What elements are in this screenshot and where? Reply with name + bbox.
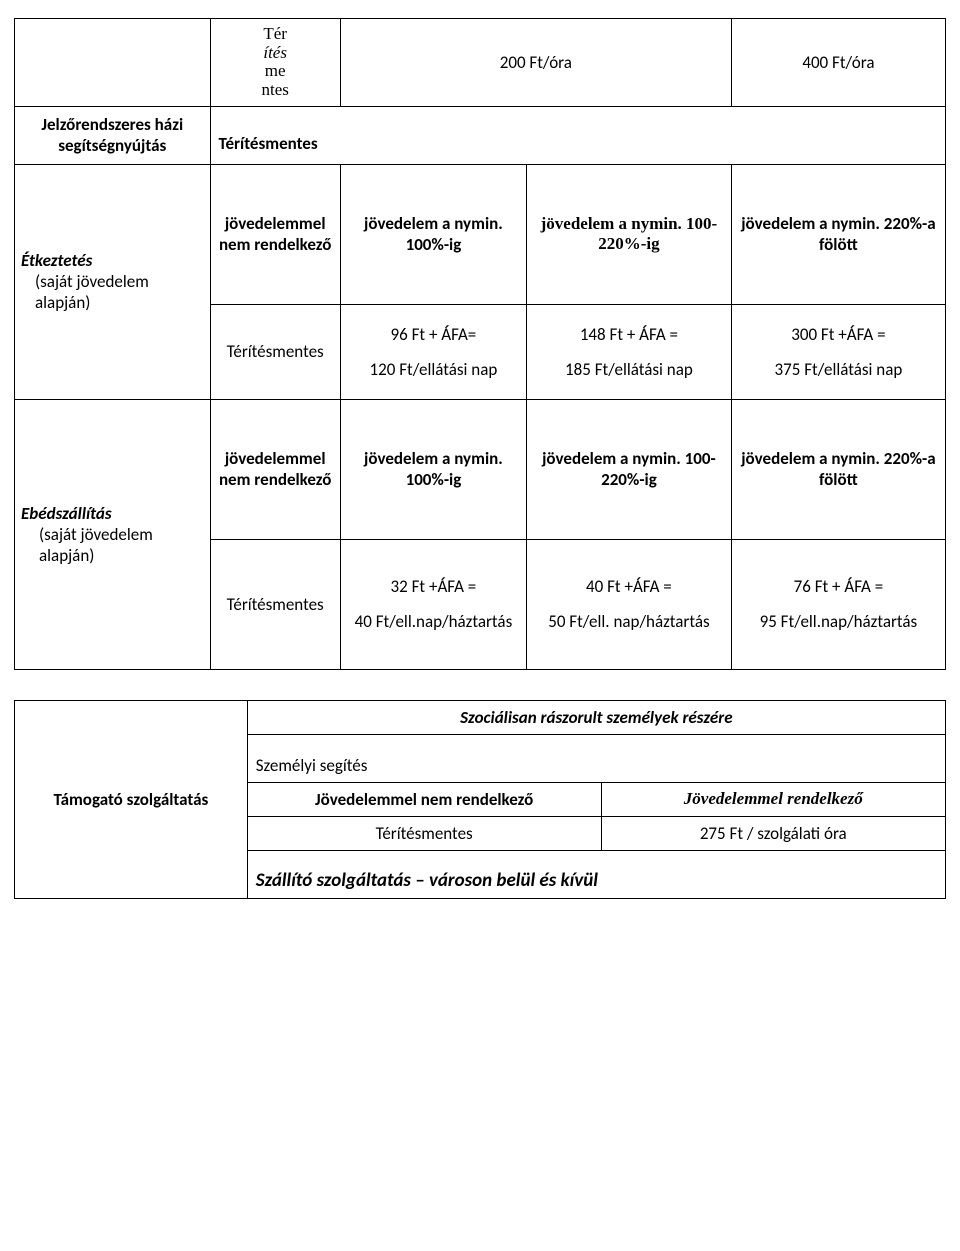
txt: 40 Ft +ÁFA = — [531, 576, 727, 597]
col-head: jövedelem a nymin. 220%-a fölött — [731, 399, 945, 539]
row-label-ebedszallitas: Ebédszállítás (saját jövedelem alapján) — [15, 399, 211, 669]
txt: 76 Ft + ÁFA = — [736, 576, 941, 597]
txt: 185 Ft/ellátási nap — [531, 359, 727, 380]
txt: 300 Ft +ÁFA = — [736, 324, 941, 345]
services-fee-table: Tér ítés me ntes 200 Ft/óra 400 Ft/óra J… — [14, 18, 946, 670]
col-head: Jövedelemmel rendelkező — [601, 782, 945, 816]
col-head: jövedelemmel nem rendelkező — [210, 399, 340, 539]
cell-teritesmentes: Térítésmentes — [210, 106, 946, 164]
col-head: jövedelem a nymin. 100%-ig — [340, 164, 526, 304]
cell: Térítésmentes — [247, 816, 601, 850]
txt: 50 Ft/ell. nap/háztartás — [531, 611, 727, 632]
table-row: Jelzőrendszeres házi segítségnyújtás Tér… — [15, 106, 946, 164]
cell: 76 Ft + ÁFA = 95 Ft/ell.nap/háztartás — [731, 539, 945, 669]
table-row: Támogató szolgáltatás Szociálisan rászor… — [15, 700, 946, 734]
subtitle-szemelyi: Személyi segítés — [247, 734, 945, 782]
txt: 120 Ft/ellátási nap — [345, 359, 522, 380]
cell-fee-200: 200 Ft/óra — [340, 19, 731, 107]
col-head: Jövedelemmel nem rendelkező — [247, 782, 601, 816]
row-label-tamogato: Támogató szolgáltatás — [15, 700, 248, 898]
title-szocialisan: Szociálisan rászorult személyek részére — [247, 700, 945, 734]
row-label-etkeztetes: Étkeztetés (saját jövedelem alapján) — [15, 164, 211, 399]
txt: 375 Ft/ellátási nap — [736, 359, 941, 380]
txt: Ebédszállítás — [21, 503, 112, 524]
col-head: jövedelem a nymin. 220%-a fölött — [731, 164, 945, 304]
txt: me — [265, 61, 286, 80]
col-head: jövedelemmel nem rendelkező — [210, 164, 340, 304]
cell-fee-400: 400 Ft/óra — [731, 19, 945, 107]
txt: 32 Ft +ÁFA = — [345, 576, 522, 597]
txt: 148 Ft + ÁFA = — [531, 324, 727, 345]
txt: 40 Ft/ell.nap/háztartás — [345, 611, 522, 632]
col-head: jövedelem a nymin. 100-220%-ig — [527, 164, 732, 304]
spacer — [14, 670, 946, 700]
cell: 32 Ft +ÁFA = 40 Ft/ell.nap/háztartás — [340, 539, 526, 669]
cell: 300 Ft +ÁFA = 375 Ft/ellátási nap — [731, 304, 945, 399]
col-head: jövedelem a nymin. 100%-ig — [340, 399, 526, 539]
cell: 148 Ft + ÁFA = 185 Ft/ellátási nap — [527, 304, 732, 399]
txt: ítés — [263, 43, 287, 62]
txt: ntes — [261, 80, 288, 99]
table-row: Tér ítés me ntes 200 Ft/óra 400 Ft/óra — [15, 19, 946, 107]
bottom-szallito: Szállító szolgáltatás – városon belül és… — [247, 850, 945, 898]
cell-empty — [15, 19, 211, 107]
cell: 40 Ft +ÁFA = 50 Ft/ell. nap/háztartás — [527, 539, 732, 669]
txt: 96 Ft + ÁFA= — [345, 324, 522, 345]
txt: (saját jövedelem alapján) — [21, 271, 206, 313]
support-service-table: Támogató szolgáltatás Szociálisan rászor… — [14, 700, 946, 899]
row-label-jelzorendszeres: Jelzőrendszeres házi segítségnyújtás — [15, 106, 211, 164]
cell: 275 Ft / szolgálati óra — [601, 816, 945, 850]
table-row: Étkeztetés (saját jövedelem alapján) jöv… — [15, 164, 946, 304]
cell: Térítésmentes — [210, 304, 340, 399]
table-row: Ebédszállítás (saját jövedelem alapján) … — [15, 399, 946, 539]
txt: Étkeztetés — [21, 250, 92, 271]
cell-teritesmentes-split: Tér ítés me ntes — [210, 19, 340, 107]
col-head: jövedelem a nymin. 100-220%-ig — [527, 399, 732, 539]
cell: 96 Ft + ÁFA= 120 Ft/ellátási nap — [340, 304, 526, 399]
txt: (saját jövedelem alapján) — [21, 524, 206, 566]
txt: 95 Ft/ell.nap/háztartás — [736, 611, 941, 632]
txt: Tér — [263, 24, 287, 43]
cell: Térítésmentes — [210, 539, 340, 669]
